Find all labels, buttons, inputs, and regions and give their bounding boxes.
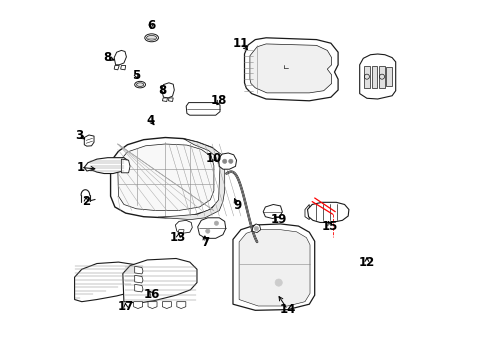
Circle shape [228, 159, 232, 163]
Circle shape [275, 279, 282, 286]
Text: 13: 13 [170, 231, 186, 244]
Ellipse shape [144, 34, 158, 42]
Polygon shape [84, 158, 127, 174]
Text: 17: 17 [117, 300, 134, 313]
Text: 15: 15 [321, 220, 338, 233]
Text: 18: 18 [211, 94, 227, 107]
Polygon shape [148, 302, 157, 309]
Polygon shape [75, 262, 143, 302]
Text: 8: 8 [158, 84, 166, 96]
Polygon shape [122, 258, 197, 303]
Text: 1: 1 [77, 161, 84, 174]
Polygon shape [371, 66, 377, 88]
Polygon shape [249, 44, 331, 93]
Polygon shape [386, 67, 391, 86]
Polygon shape [305, 204, 309, 220]
Text: 5: 5 [132, 69, 141, 82]
Polygon shape [359, 54, 395, 99]
Polygon shape [121, 159, 130, 173]
Text: 7: 7 [201, 237, 208, 249]
Polygon shape [158, 139, 224, 220]
Text: 6: 6 [146, 19, 155, 32]
Polygon shape [178, 230, 183, 234]
Polygon shape [244, 38, 337, 101]
Text: 3: 3 [75, 129, 83, 141]
Polygon shape [162, 98, 167, 102]
Polygon shape [307, 202, 348, 222]
Ellipse shape [146, 36, 156, 40]
Polygon shape [186, 103, 220, 115]
Polygon shape [239, 230, 309, 306]
Text: 8: 8 [102, 51, 111, 64]
Polygon shape [118, 144, 213, 211]
Polygon shape [197, 218, 225, 238]
Polygon shape [363, 66, 369, 88]
Polygon shape [121, 66, 125, 70]
Circle shape [205, 229, 209, 233]
Text: 14: 14 [279, 303, 295, 316]
Ellipse shape [136, 83, 143, 86]
Ellipse shape [134, 81, 145, 88]
Polygon shape [134, 275, 142, 283]
Text: 19: 19 [270, 213, 286, 226]
Circle shape [214, 221, 218, 225]
Polygon shape [162, 302, 171, 309]
Polygon shape [110, 138, 223, 218]
Text: 12: 12 [358, 256, 374, 269]
Polygon shape [114, 50, 126, 65]
Polygon shape [168, 98, 173, 102]
Polygon shape [175, 220, 192, 233]
Polygon shape [378, 66, 384, 88]
Circle shape [222, 159, 226, 163]
Text: 4: 4 [146, 114, 155, 127]
Text: 9: 9 [233, 199, 241, 212]
Polygon shape [134, 266, 142, 274]
Text: 11: 11 [232, 37, 248, 50]
Text: 16: 16 [143, 288, 160, 301]
Text: 10: 10 [205, 152, 222, 165]
Polygon shape [114, 66, 119, 70]
Polygon shape [263, 204, 282, 219]
Polygon shape [218, 153, 236, 169]
Polygon shape [134, 284, 142, 292]
Polygon shape [162, 83, 174, 98]
Circle shape [254, 226, 258, 231]
Polygon shape [232, 224, 314, 310]
Polygon shape [177, 302, 185, 309]
Polygon shape [133, 302, 142, 309]
Polygon shape [251, 224, 260, 233]
Text: 2: 2 [82, 195, 90, 208]
Polygon shape [84, 135, 94, 146]
